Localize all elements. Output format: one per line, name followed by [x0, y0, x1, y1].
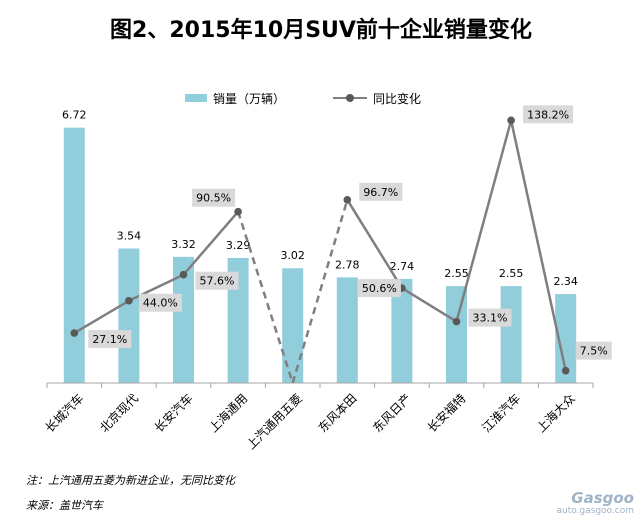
line-value-label: 50.6% [362, 282, 397, 295]
bar-7 [391, 278, 413, 383]
line-value-label: 90.5% [196, 192, 231, 205]
legend-line-label: 同比变化 [373, 91, 422, 106]
line-segment [128, 273, 185, 302]
category-label: 上海大众 [533, 391, 578, 436]
line-label-bg [359, 182, 403, 201]
category-label: 江淮汽车 [479, 391, 524, 436]
bar-6 [336, 277, 358, 383]
line-marker [125, 296, 133, 305]
line-segment [73, 299, 130, 335]
bar-2 [118, 248, 140, 383]
watermark-logo: Gasgoo auto.gasgoo.com [556, 490, 634, 516]
line-segment [455, 120, 513, 322]
bar-value-label: 2.78 [335, 258, 360, 271]
bar-value-label: 3.29 [226, 239, 251, 252]
category-label: 长城汽车 [42, 391, 87, 436]
line-value-label: 44.0% [143, 297, 178, 310]
legend-bar-label: 销量（万辆） [213, 91, 286, 106]
line-marker [234, 207, 242, 216]
line-value-label: 138.2% [527, 108, 569, 121]
bar-8 [446, 286, 467, 383]
line-segment-dashed [291, 199, 349, 384]
category-label: 东风本田 [316, 391, 360, 435]
line-value-label: 7.5% [580, 345, 608, 358]
line-value-label: 96.7% [363, 186, 398, 199]
bar-10 [555, 294, 577, 383]
bar-5 [282, 268, 304, 383]
category-label: 北京现代 [97, 391, 141, 435]
watermark-brand: Gasgoo [571, 489, 634, 507]
bar-value-label: 3.32 [171, 238, 196, 251]
chart-note: 注：上汽通用五菱为新进企业，无同比变化 [26, 474, 235, 487]
bar-value-label: 3.54 [117, 229, 142, 242]
bar-value-label: 2.74 [390, 260, 415, 273]
category-label: 上海通用 [206, 391, 251, 436]
line-marker [70, 329, 79, 337]
line-marker [452, 317, 461, 326]
watermark-url: auto.gasgoo.com [556, 506, 634, 516]
category-label: 长安汽车 [151, 391, 196, 436]
line-label-bg [195, 271, 239, 290]
category-label: 东风日产 [370, 391, 414, 435]
line-segment [346, 199, 403, 289]
bar-9 [500, 286, 522, 383]
line-marker [179, 270, 188, 279]
line-value-label: 57.6% [200, 275, 235, 288]
line-value-label: 27.1% [92, 333, 127, 346]
line-segment-dashed [236, 211, 294, 384]
bar-value-label: 6.72 [62, 109, 87, 122]
line-segment [182, 210, 240, 276]
bar-value-label: 3.02 [280, 249, 305, 262]
bar-3 [173, 256, 194, 383]
chart-title: 图2、2015年10月SUV前十企业销量变化 [110, 18, 532, 43]
line-marker [343, 196, 352, 204]
line-label-bg [88, 330, 132, 349]
legend-bar-swatch [185, 94, 207, 102]
line-label-bg [468, 308, 512, 327]
bar-1 [63, 127, 85, 383]
line-label-bg [138, 293, 182, 312]
line-marker [561, 366, 570, 375]
line-segment [401, 287, 458, 323]
bar-value-label: 2.55 [444, 267, 469, 280]
bar-value-label: 2.34 [553, 275, 578, 288]
line-value-label: 33.1% [473, 312, 508, 325]
line-label-bg [523, 105, 574, 124]
line-label-bg [357, 279, 401, 298]
category-label: 长安福特 [424, 391, 469, 436]
line-label-bg [575, 341, 612, 360]
chart-source: 来源：盖世汽车 [26, 499, 103, 512]
line-label-bg [192, 188, 236, 207]
line-segment [509, 120, 567, 371]
line-marker [507, 116, 515, 125]
legend-line-swatch [333, 92, 368, 104]
category-label: 上汽通用五菱 [243, 391, 305, 453]
chart-legend: 销量（万辆） 同比变化 [185, 90, 421, 106]
bar-value-label: 2.55 [499, 267, 524, 280]
